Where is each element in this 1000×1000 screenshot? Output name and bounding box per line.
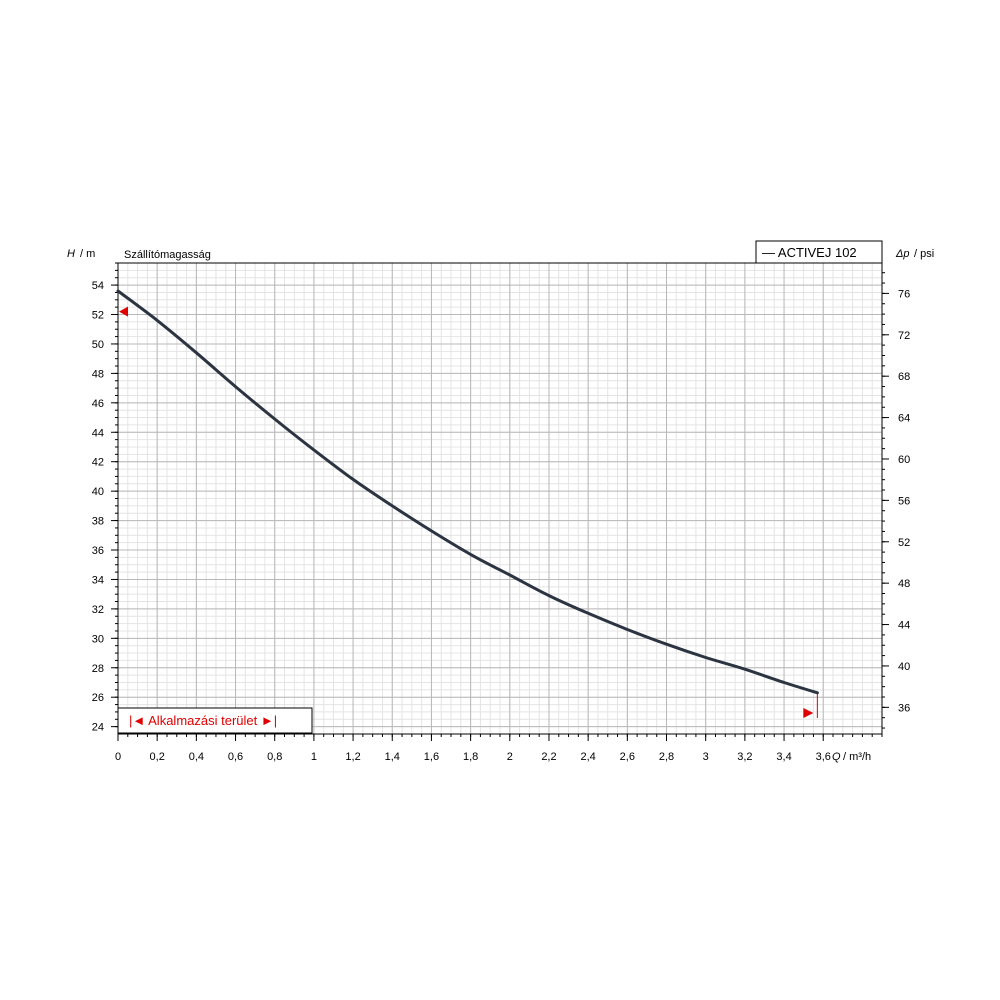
y-tick-label: 28 (92, 663, 104, 675)
x-tick-label: 0,4 (189, 751, 204, 763)
y2-tick-label: 64 (898, 413, 910, 425)
y-tick-label: 46 (92, 398, 104, 410)
x-axis-unit: / m³/h (843, 751, 871, 763)
y2-tick-label: 76 (898, 288, 910, 300)
y-tick-label: 24 (92, 722, 104, 734)
x-tick-label: 2,6 (620, 751, 635, 763)
y2-tick-label: 52 (898, 537, 910, 549)
y-tick-label: 42 (92, 457, 104, 469)
y-left-axis-symbol: H (67, 248, 75, 260)
y-tick-label: 50 (92, 339, 104, 351)
x-tick-label: 0,8 (267, 751, 282, 763)
y-tick-label: 36 (92, 545, 104, 557)
application-range-label: |◄ Alkalmazási terület ►| (117, 707, 313, 734)
application-range-start-marker (119, 306, 128, 317)
y-tick-label: 26 (92, 692, 104, 704)
y-tick-label: 34 (92, 574, 104, 586)
y-tick-label: 32 (92, 604, 104, 616)
x-tick-label: 1,8 (463, 751, 478, 763)
x-tick-label: 3 (703, 751, 709, 763)
x-tick-label: 0,2 (150, 751, 165, 763)
x-tick-label: 2,4 (581, 751, 596, 763)
x-tick-label: 1,6 (424, 751, 439, 763)
y-right-axis-unit: / psi (914, 248, 934, 260)
x-tick-label: 1,2 (345, 751, 360, 763)
x-tick-label: 3,6 (816, 751, 831, 763)
x-tick-label: 2 (507, 751, 513, 763)
series-line-activej-102 (116, 289, 819, 695)
x-axis-symbol: Q (832, 751, 841, 763)
application-range-end-marker (803, 708, 814, 718)
major-grid (117, 263, 882, 734)
legend: — ACTIVEJ 102 (755, 240, 883, 264)
y-left-axis-unit: / m (80, 248, 95, 260)
x-tick-label: 2,2 (541, 751, 556, 763)
x-tick-label: 1 (311, 751, 317, 763)
y-tick-label: 48 (92, 368, 104, 380)
legend-box (755, 240, 883, 264)
y-tick-label: 52 (92, 310, 104, 322)
application-range-text: |◄ Alkalmazási terület ►| (129, 713, 277, 728)
y2-tick-label: 48 (898, 578, 910, 590)
y2-tick-label: 44 (898, 620, 910, 632)
x-tick-label: 0,6 (228, 751, 243, 763)
minor-grid (117, 262, 883, 734)
x-tick-label: 1,4 (385, 751, 400, 763)
y2-tick-label: 36 (898, 702, 910, 714)
y-tick-label: 30 (92, 633, 104, 645)
y2-tick-label: 60 (898, 454, 910, 466)
y-tick-label: 38 (92, 516, 104, 528)
x-tick-label: 3,2 (737, 751, 752, 763)
y2-tick-label: 68 (898, 371, 910, 383)
x-axis-ticks: 0 0,2 0,4 0,6 0,8 1 1,2 1,4 1,6 1,8 2 2,2 2,4 2,6 2,8 3… (115, 734, 883, 763)
y2-tick-label: 72 (898, 330, 910, 342)
y2-tick-label: 40 (898, 661, 910, 673)
y-right-axis-ticks: 36 40 44 48 52 56 60 64 68 72 76 (882, 272, 910, 729)
chart-title: Szállítómagasság (124, 249, 211, 261)
y-right-axis-symbol: Δp (895, 248, 910, 260)
y-tick-label: 40 (92, 486, 104, 498)
y-tick-label: 54 (92, 280, 104, 292)
x-tick-label: 0 (115, 751, 121, 763)
x-tick-label: 2,8 (659, 751, 674, 763)
y-left-axis-ticks: 24 26 28 30 32 34 36 38 40 42 44 46 48 50 52 54 (92, 262, 118, 734)
x-tick-label: 3,4 (776, 751, 791, 763)
y2-tick-label: 56 (898, 495, 910, 507)
legend-entry: — ACTIVEJ 102 (762, 245, 857, 260)
application-range-box (117, 707, 313, 734)
y-tick-label: 44 (92, 427, 104, 439)
application-range-markers (119, 306, 818, 718)
